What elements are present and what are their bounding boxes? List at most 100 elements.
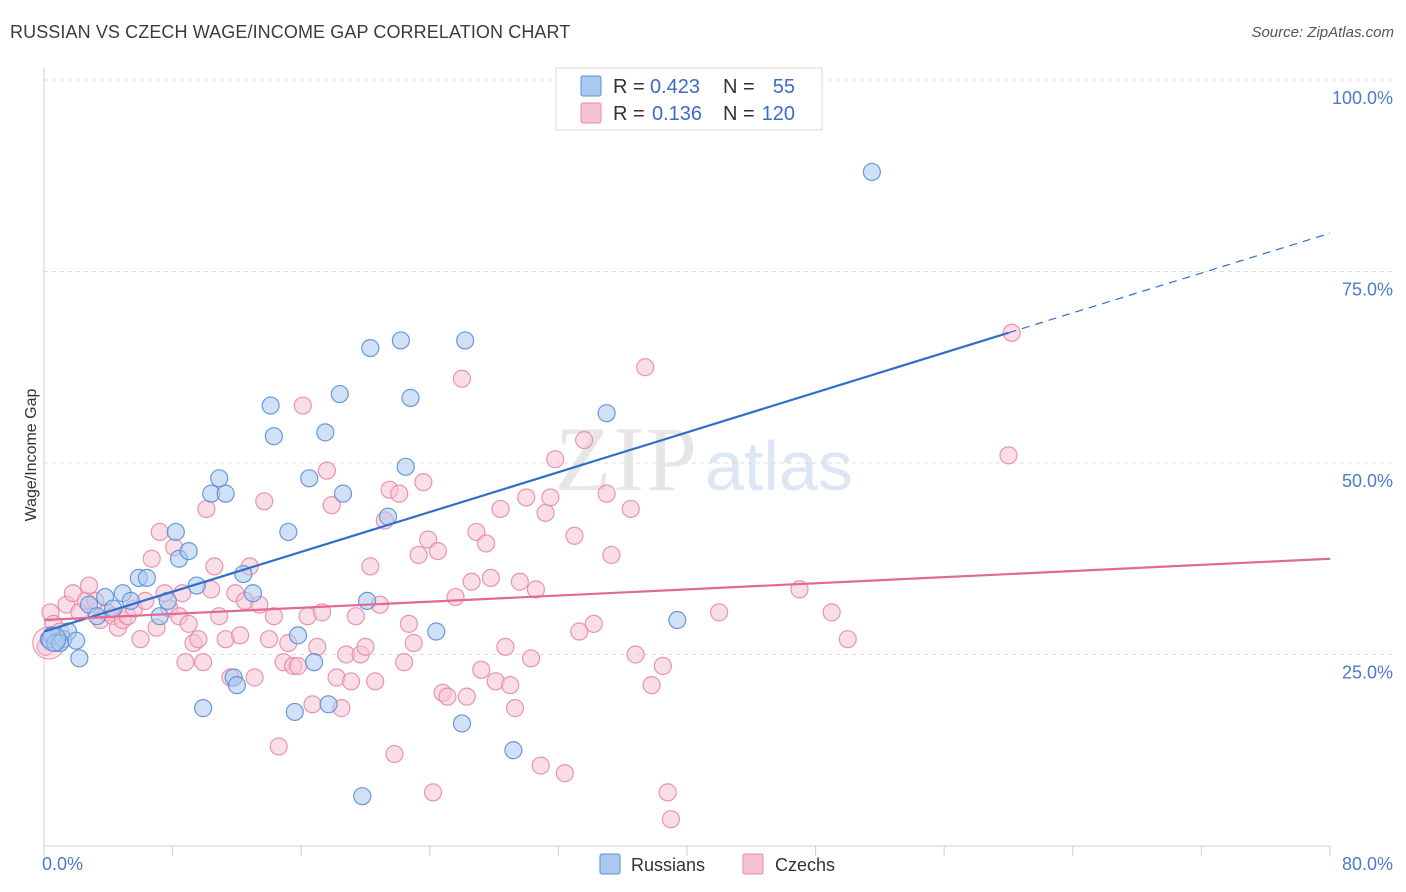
czechs-point-96	[510, 572, 529, 591]
czechs-point-32	[197, 499, 216, 519]
russians-point-47	[452, 714, 472, 733]
czechs-point-106	[570, 622, 589, 641]
czechs-point-107	[575, 430, 594, 450]
czechs-point-99	[526, 580, 545, 599]
source-label: Source: ZipAtlas.com	[1251, 24, 1394, 41]
czechs-point-108	[584, 614, 603, 633]
bottom-legend-russians-swatch	[599, 853, 621, 875]
legend-czechs-n-value: 120	[762, 103, 795, 125]
x-tick-label-max: 80.0%	[1342, 854, 1393, 874]
czechs-point-47	[269, 737, 288, 756]
czechs-point-75	[404, 633, 423, 653]
czechs-point-56	[312, 603, 332, 622]
czechs-points	[32, 323, 1021, 829]
russians-point-25	[227, 676, 246, 695]
czechs-point-101	[536, 503, 555, 522]
russians-point-27	[243, 584, 263, 603]
axes	[43, 68, 1331, 856]
czechs-point-63	[346, 607, 365, 626]
russians-point-23	[216, 484, 235, 503]
chart-title: RUSSIAN VS CZECH WAGE/INCOME GAP CORRELA…	[10, 22, 571, 42]
czechs-trend-line	[43, 557, 1331, 622]
russians-point-44	[396, 457, 415, 476]
russians-point-34	[304, 653, 324, 672]
czechs-point-123	[1002, 323, 1021, 342]
czechs-point-79	[423, 783, 443, 802]
russians-point-31	[285, 702, 304, 722]
czechs-point-94	[501, 676, 520, 695]
czechs-point-85	[457, 687, 476, 706]
russians-point-29	[264, 427, 283, 446]
russians-point-54	[67, 631, 86, 650]
legend-czechs-n-label: N =	[723, 103, 755, 125]
russians-point-37	[330, 384, 349, 404]
russians-point-26	[234, 564, 253, 584]
russians-trend-extension	[1008, 232, 1331, 334]
russians-point-28	[261, 396, 280, 415]
czechs-point-19	[142, 549, 161, 568]
czechs-point-65	[356, 637, 375, 656]
czechs-point-114	[642, 676, 661, 695]
czechs-point-117	[661, 810, 681, 829]
czechs-point-88	[472, 660, 491, 679]
czechs-point-8	[79, 576, 99, 595]
czechs-point-51	[288, 656, 308, 676]
czechs-point-118	[710, 603, 729, 622]
czechs-point-82	[438, 687, 457, 706]
russians-point-30	[279, 522, 298, 542]
russians-point-22	[210, 469, 229, 488]
russians-point-45	[401, 388, 420, 407]
czechs-point-34	[205, 557, 224, 576]
trend-lines	[43, 232, 1331, 633]
czechs-point-97	[517, 488, 536, 507]
czechs-point-110	[602, 545, 621, 565]
russians-trend-line	[43, 331, 1009, 633]
watermark-atlas: atlas	[705, 427, 853, 505]
legend-czechs-r-label: R =	[613, 103, 645, 125]
russians-point-20	[194, 699, 213, 718]
czechs-point-39	[231, 626, 250, 645]
czechs-point-27	[176, 653, 195, 672]
russians-point-39	[353, 787, 372, 806]
russians-point-43	[391, 331, 410, 350]
czechs-point-54	[303, 695, 322, 714]
bottom-legend-russians-label: Russians	[631, 855, 705, 875]
czechs-point-113	[636, 358, 655, 377]
legend-russians-r-value: 0.423	[650, 76, 700, 98]
czechs-point-122	[999, 446, 1018, 465]
czechs-point-93	[496, 637, 515, 656]
legend-russians-r-label: R =	[613, 76, 645, 98]
czechs-point-57	[317, 461, 337, 480]
russians-cluster-point	[41, 626, 67, 652]
russians-point-5	[70, 649, 89, 668]
russians-point-52	[862, 162, 881, 182]
czechs-point-45	[259, 630, 279, 649]
czechs-point-42	[245, 668, 264, 687]
russians-point-36	[319, 695, 338, 714]
czechs-point-104	[555, 764, 574, 783]
czechs-point-102	[541, 488, 560, 507]
czechs-point-21	[150, 522, 169, 542]
czechs-point-35	[210, 607, 229, 626]
czechs-point-55	[308, 637, 327, 656]
russians-point-50	[597, 404, 616, 423]
russians-point-51	[668, 610, 687, 630]
czechs-point-109	[597, 484, 616, 503]
czechs-point-73	[394, 653, 414, 672]
czechs-point-86	[462, 572, 481, 591]
russians-point-38	[333, 484, 353, 503]
czechs-point-116	[658, 783, 677, 802]
czechs-point-72	[390, 484, 409, 503]
czechs-point-103	[546, 450, 565, 469]
czechs-point-17	[131, 630, 150, 649]
legend-czechs-swatch	[580, 102, 602, 124]
czechs-point-120	[822, 603, 841, 622]
czechs-point-74	[399, 614, 419, 633]
bottom-legend-czechs-swatch	[742, 853, 764, 875]
russians-point-19	[187, 576, 206, 595]
russians-point-35	[316, 423, 335, 442]
legend-czechs-r-value: 0.136	[652, 103, 702, 125]
czechs-point-66	[361, 557, 380, 576]
czechs-point-90	[481, 568, 500, 588]
